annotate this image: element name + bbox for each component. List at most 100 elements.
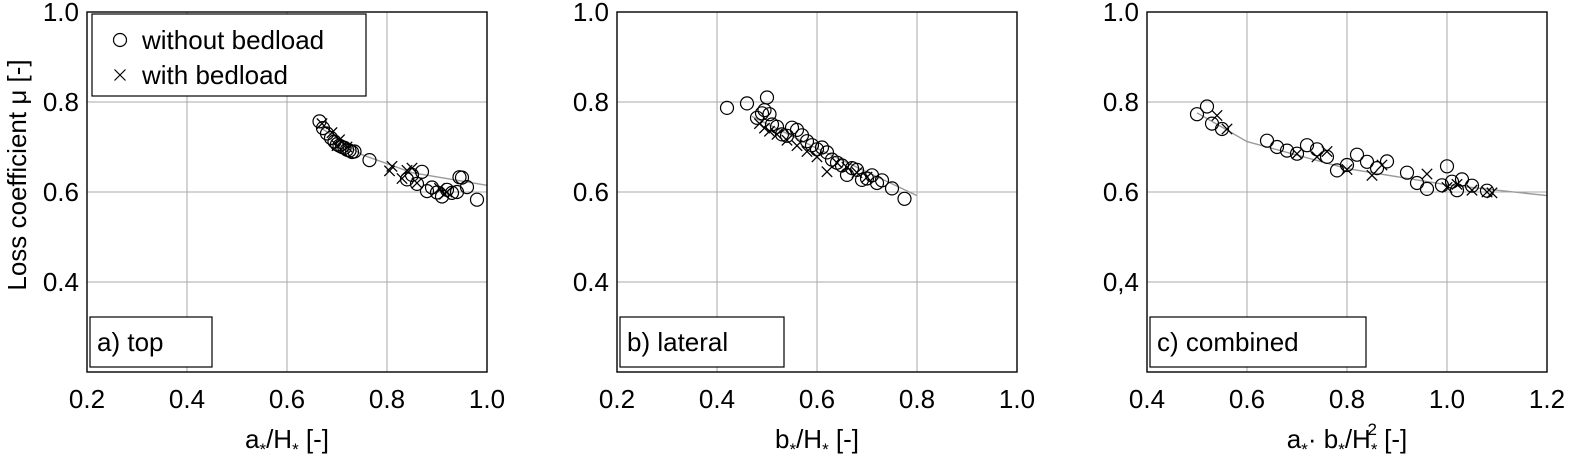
axes-frame — [1146, 11, 1548, 373]
point-with-bedload — [811, 151, 823, 163]
point-with-bedload — [763, 125, 776, 137]
y-tick-label: 0.6 — [43, 177, 79, 207]
point-with-bedload — [316, 117, 328, 130]
legend-box — [91, 13, 367, 97]
x-axis-label: a*/H* [-] — [245, 424, 329, 459]
panel-label: b) lateral — [627, 327, 728, 357]
point-without-bedload — [1359, 154, 1375, 169]
point-without-bedload — [362, 153, 377, 168]
y-tick-label: 0.8 — [1103, 87, 1139, 117]
y-axis-label: Loss coefficient μ [-] — [2, 59, 32, 290]
x-tick-label: 0.4 — [169, 384, 205, 414]
point-with-bedload — [781, 134, 793, 146]
y-tick-label: 1.0 — [1103, 0, 1139, 27]
point-with-bedload — [861, 171, 873, 183]
point-with-bedload — [411, 177, 423, 189]
x-axis-label: a*· b*/H*2 [-] — [1287, 420, 1408, 459]
point-with-bedload — [1211, 109, 1223, 122]
point-with-bedload — [396, 172, 408, 185]
point-with-bedload — [1486, 187, 1498, 199]
point-without-bedload — [419, 184, 435, 199]
point-without-bedload — [1259, 133, 1275, 148]
point-with-bedload — [1421, 168, 1433, 180]
y-tick-label: 0.6 — [1103, 177, 1139, 207]
point-without-bedload — [1269, 139, 1285, 155]
point-without-bedload — [897, 191, 912, 206]
point-without-bedload — [1379, 154, 1395, 169]
point-without-bedload — [1309, 142, 1325, 157]
y-tick-label: 1.0 — [573, 0, 609, 27]
fit-curve — [1196, 112, 1548, 197]
axes-frame — [616, 11, 1018, 373]
x-tick-label: 0.2 — [69, 384, 105, 414]
point-with-bedload — [841, 161, 853, 173]
point-with-bedload — [771, 128, 783, 141]
point-without-bedload — [347, 144, 362, 159]
point-with-bedload — [386, 160, 398, 173]
point-with-bedload — [1221, 123, 1233, 135]
x-tick-label: 1.0 — [469, 384, 505, 414]
fit-curve — [316, 124, 488, 186]
point-with-bedload — [791, 139, 803, 152]
y-tick-label: 0.6 — [573, 177, 609, 207]
panel-top: 0.2 0.4 0.6 0.8 1.0 0.4 0.6 0.8 1.0 a*/H* [-] a) t… — [43, 0, 505, 459]
point-without-bedload — [814, 140, 830, 155]
point-with-bedload — [406, 162, 418, 174]
legend-marker-cross — [114, 69, 126, 81]
panel-label: a) top — [97, 327, 164, 357]
point-with-bedload — [1441, 181, 1453, 194]
y-tick-label: 1.0 — [43, 0, 79, 27]
axes-frame — [86, 11, 488, 373]
point-without-bedload — [1369, 161, 1385, 176]
panel-label: c) combined — [1157, 327, 1299, 357]
point-without-bedload — [819, 145, 835, 160]
x-tick-label: 0.2 — [599, 384, 635, 414]
x-tick-label: 0.6 — [799, 384, 835, 414]
y-tick-label: 0.8 — [43, 87, 79, 117]
point-without-bedload — [1289, 146, 1305, 161]
point-with-bedload — [821, 166, 833, 178]
point-with-bedload — [341, 141, 353, 153]
point-without-bedload — [1319, 149, 1335, 164]
x-tick-label: 0.8 — [899, 384, 935, 414]
point-with-bedload — [851, 166, 863, 179]
point-with-bedload — [1481, 186, 1493, 198]
point-without-bedload — [1409, 175, 1425, 191]
x-tick-label: 0.6 — [1229, 384, 1265, 414]
x-tick-label: 0.6 — [269, 384, 305, 414]
point-with-bedload — [1366, 169, 1378, 182]
point-without-bedload — [469, 192, 485, 207]
point-without-bedload — [754, 106, 770, 121]
point-without-bedload — [719, 100, 735, 116]
point-without-bedload — [739, 96, 755, 111]
point-without-bedload — [454, 170, 470, 185]
point-with-bedload — [1341, 163, 1353, 176]
x-tick-label: 1.2 — [1529, 384, 1565, 414]
panel-label-box — [619, 316, 785, 368]
point-without-bedload — [1214, 121, 1230, 137]
point-with-bedload — [831, 157, 843, 169]
point-with-bedload — [1291, 148, 1303, 160]
point-without-bedload — [884, 181, 900, 196]
panel-label-box — [1149, 316, 1367, 368]
point-without-bedload — [1454, 172, 1470, 187]
point-without-bedload — [854, 172, 870, 187]
point-without-bedload — [774, 127, 790, 142]
point-without-bedload — [762, 107, 777, 122]
point-without-bedload — [1464, 178, 1480, 193]
point-with-bedload — [758, 122, 771, 134]
point-without-bedload — [1439, 159, 1455, 174]
point-without-bedload — [759, 90, 775, 105]
point-without-bedload — [312, 114, 327, 129]
point-with-bedload — [801, 145, 813, 158]
x-tick-label: 0.8 — [1329, 384, 1365, 414]
point-without-bedload — [1199, 99, 1215, 114]
legend-marker-circle — [112, 32, 128, 48]
x-tick-label: 0.8 — [369, 384, 405, 414]
point-with-bedload — [1321, 145, 1333, 158]
point-without-bedload — [1299, 138, 1315, 153]
point-without-bedload — [1444, 174, 1460, 189]
legend-label-without-bedload: without bedload — [141, 25, 324, 55]
point-without-bedload — [874, 173, 890, 188]
